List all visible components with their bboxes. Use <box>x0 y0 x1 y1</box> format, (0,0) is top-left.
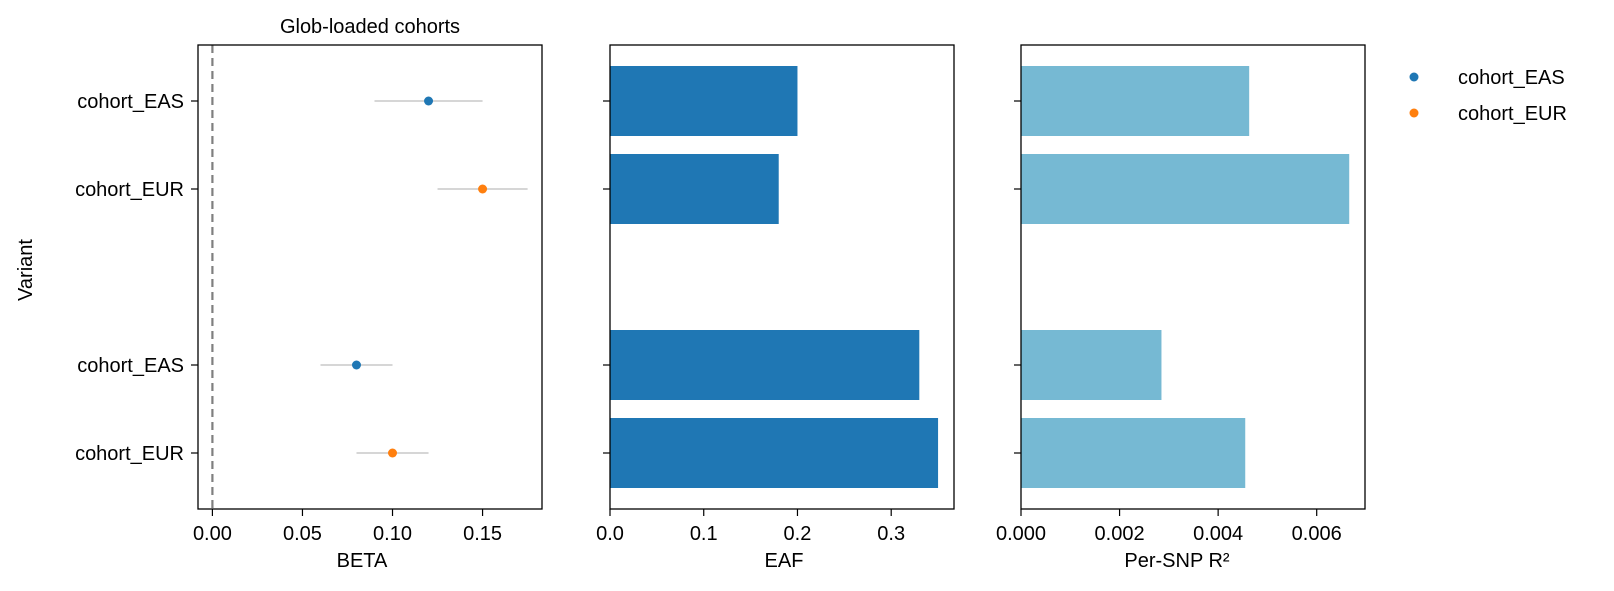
eaf-xtick-label: 0.2 <box>784 523 812 545</box>
r2-xtick-label: 0.004 <box>1193 523 1243 545</box>
forest-plot-title: Glob-loaded cohorts <box>280 16 460 38</box>
legend-label-eas: cohort_EAS <box>1458 67 1565 89</box>
beta-point <box>388 448 398 458</box>
r2-xtick-label: 0.000 <box>996 523 1046 545</box>
forest-plot-panel: Glob-loaded cohorts Variant BETA cohort_… <box>15 16 543 572</box>
forest-ytick-label: cohort_EUR <box>75 179 184 201</box>
forest-plot-frame <box>197 44 543 510</box>
forest-xtick-label: 0.00 <box>193 523 232 545</box>
eaf-bar-panel: EAF 0.0 0.1 0.2 0.3 <box>596 44 955 572</box>
beta-point <box>478 184 488 194</box>
beta-point <box>424 96 434 106</box>
r2-xtick-label: 0.006 <box>1292 523 1342 545</box>
forest-xtick-label: 0.10 <box>373 523 412 545</box>
legend: cohort_EAS cohort_EUR <box>1409 67 1567 125</box>
r2-bar <box>1021 418 1246 488</box>
eaf-xtick-label: 0.3 <box>877 523 905 545</box>
eaf-bar <box>610 154 779 224</box>
eaf-bar <box>610 418 939 488</box>
forest-ytick-label: cohort_EAS <box>77 355 184 377</box>
legend-label-eur: cohort_EUR <box>1458 103 1567 125</box>
forest-plot-ylabel: Variant <box>15 239 37 301</box>
eaf-xlabel: EAF <box>765 550 804 572</box>
eaf-xtick-label: 0.1 <box>690 523 718 545</box>
r2-plot-frame <box>1020 44 1366 510</box>
forest-xtick-label: 0.15 <box>463 523 502 545</box>
forest-plot-xlabel: BETA <box>337 550 388 572</box>
r2-xtick-label: 0.002 <box>1095 523 1145 545</box>
r2-bar <box>1021 66 1250 136</box>
eaf-xtick-label: 0.0 <box>596 523 624 545</box>
eaf-bar <box>610 330 920 400</box>
eaf-plot-frame <box>609 44 955 510</box>
forest-xtick-label: 0.05 <box>283 523 322 545</box>
forest-ytick-label: cohort_EAS <box>77 91 184 113</box>
legend-marker-eur <box>1409 108 1419 118</box>
r2-bar-panel: Per-SNP R² 0.000 0.002 0.004 0.006 <box>996 44 1366 572</box>
r2-bar <box>1021 330 1162 400</box>
legend-marker-eas <box>1409 72 1419 82</box>
beta-point <box>351 360 361 370</box>
eaf-bar <box>610 66 798 136</box>
r2-bar <box>1021 154 1350 224</box>
forest-ytick-label: cohort_EUR <box>75 443 184 465</box>
r2-xlabel: Per-SNP R² <box>1124 550 1230 572</box>
